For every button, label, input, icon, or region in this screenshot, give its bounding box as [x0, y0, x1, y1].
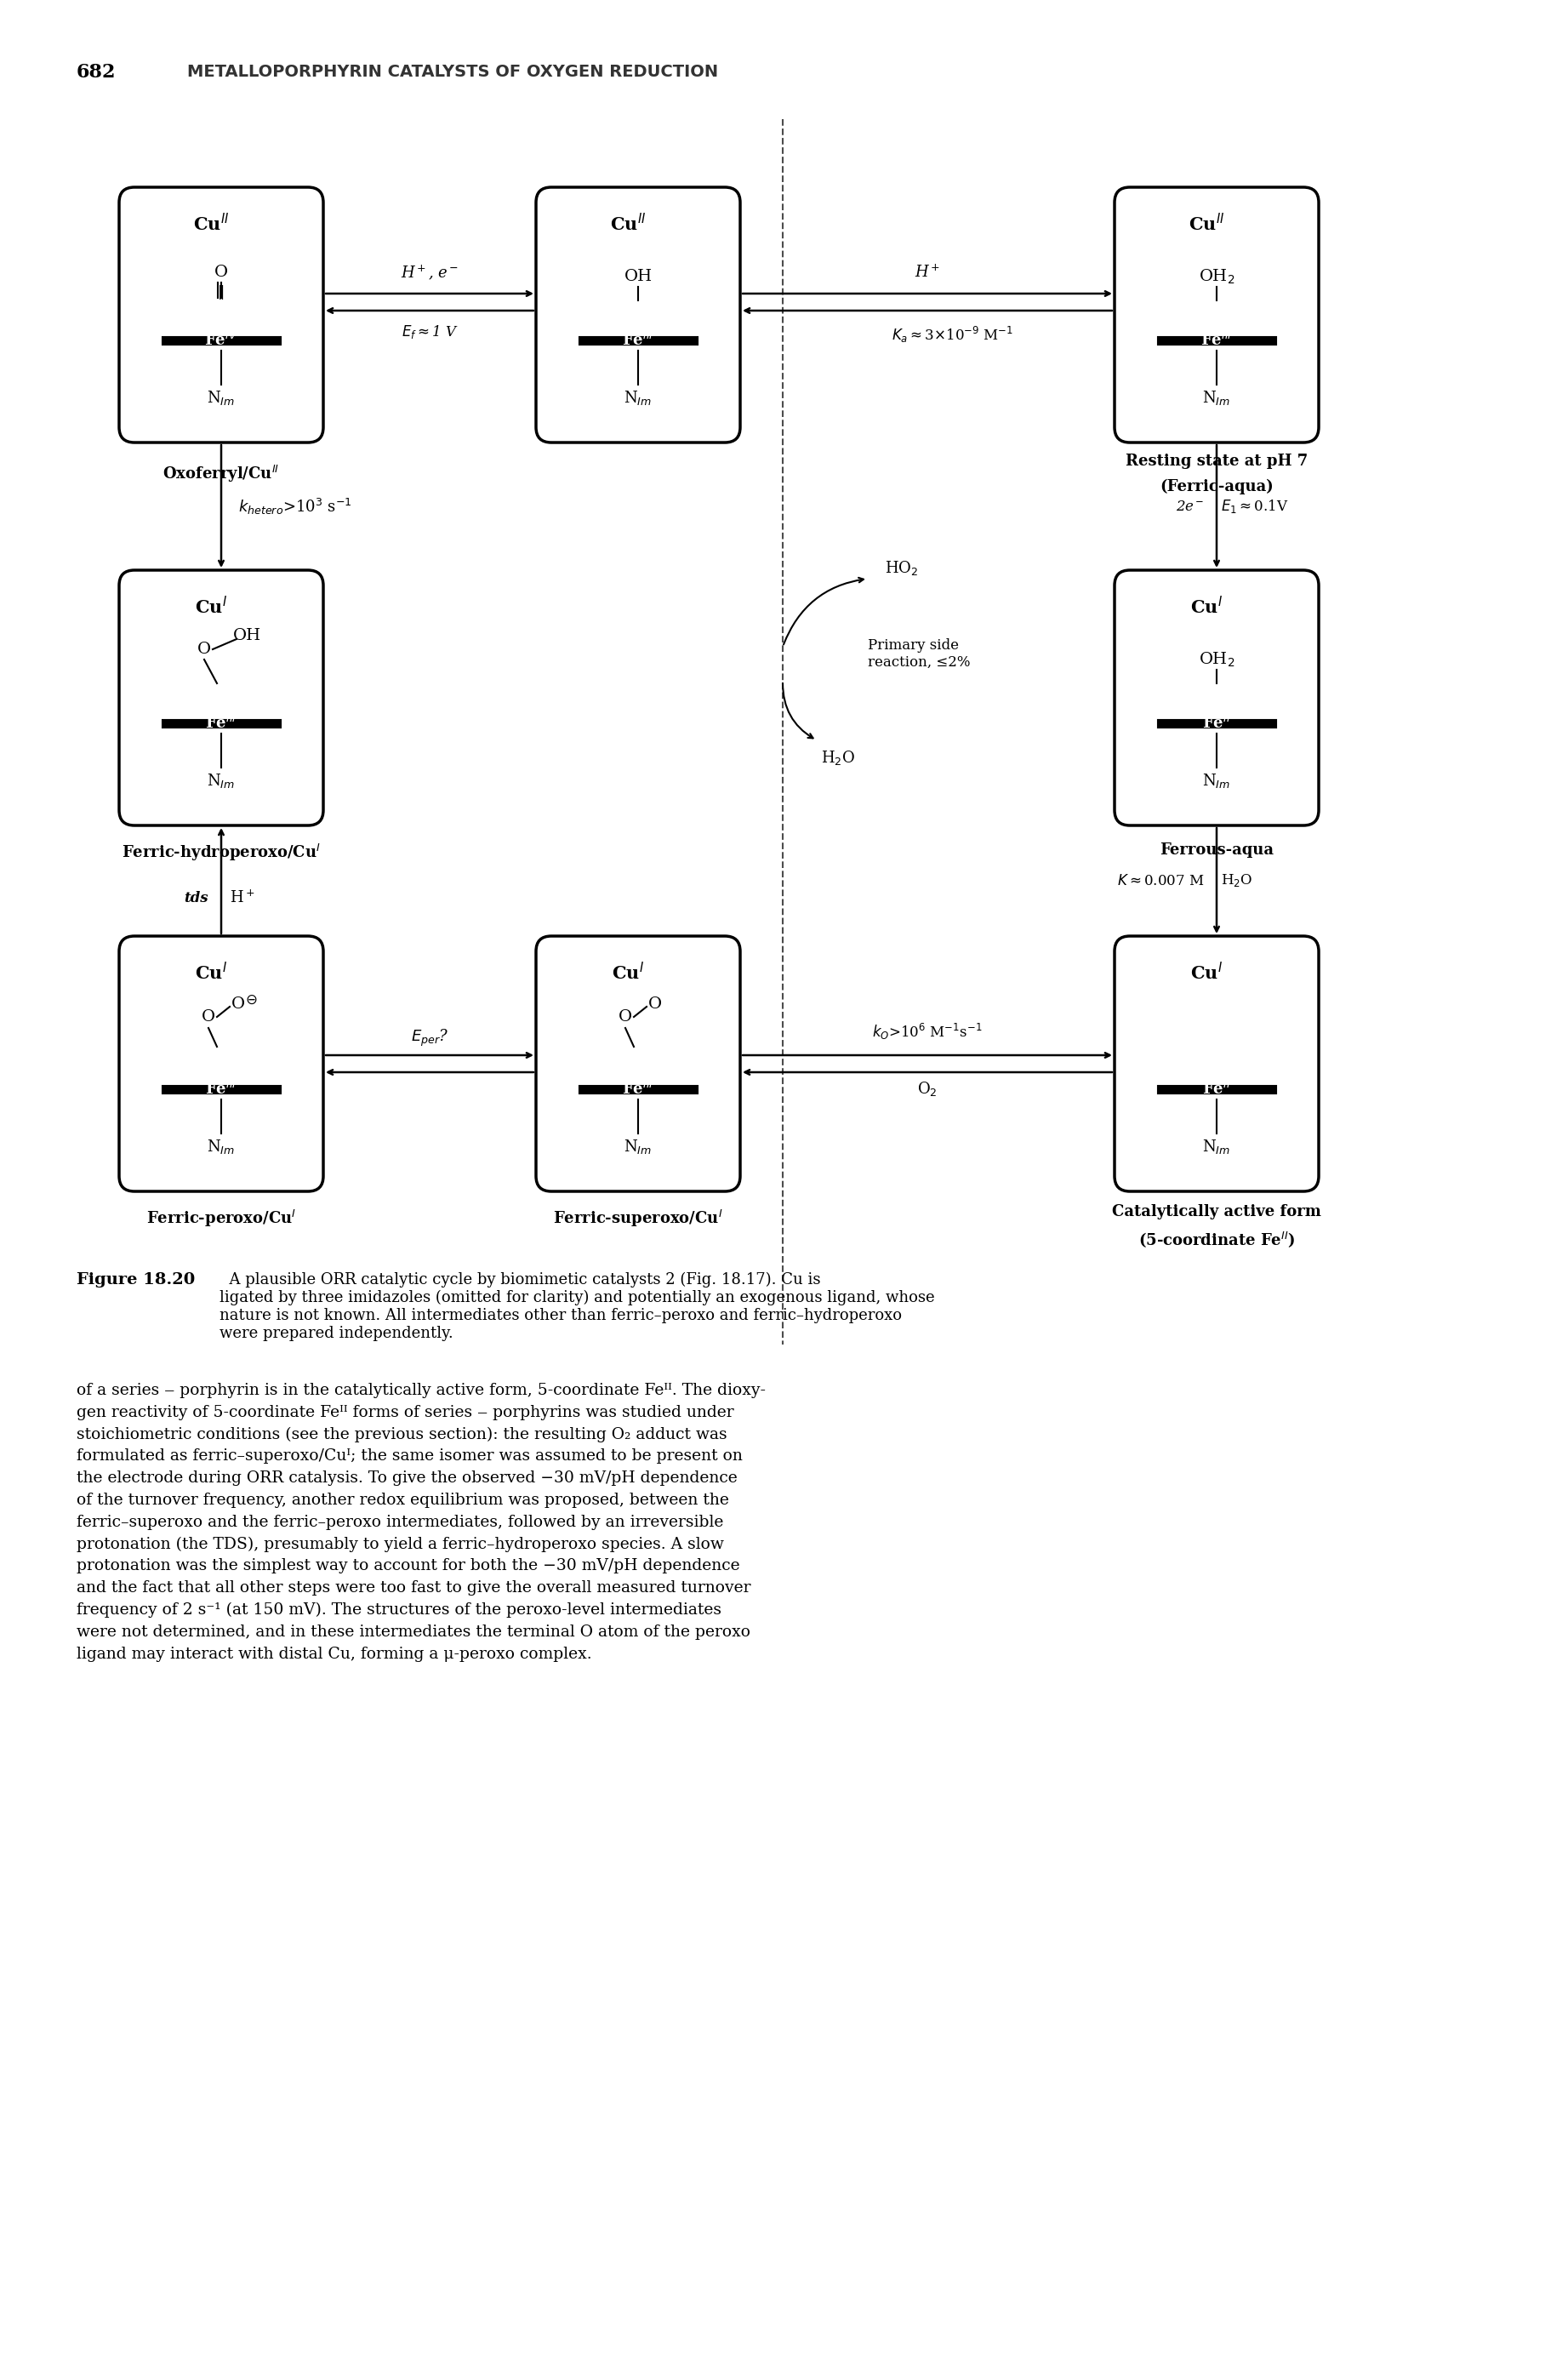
Text: OH: OH: [232, 629, 260, 643]
Text: H$_2$O: H$_2$O: [822, 749, 855, 766]
Text: OH$_2$: OH$_2$: [1198, 650, 1234, 669]
Text: Ferric-superoxo/Cu$^{I}$: Ferric-superoxo/Cu$^{I}$: [554, 1208, 723, 1229]
FancyBboxPatch shape: [1115, 187, 1319, 442]
Text: $E_1$$\approx$0.1V: $E_1$$\approx$0.1V: [1221, 499, 1289, 515]
Text: Figure 18.20: Figure 18.20: [77, 1272, 194, 1288]
Text: 682: 682: [77, 64, 116, 83]
Text: Cu$^{I}$: Cu$^{I}$: [194, 962, 227, 983]
Text: H$_2$O: H$_2$O: [1221, 872, 1253, 889]
Text: OH$_2$: OH$_2$: [1198, 267, 1234, 286]
Text: Cu$^{I}$: Cu$^{I}$: [1190, 596, 1223, 617]
Text: (Ferric-aqua): (Ferric-aqua): [1160, 480, 1273, 494]
Text: Fe$^{III}$: Fe$^{III}$: [205, 714, 237, 733]
FancyBboxPatch shape: [119, 936, 323, 1191]
Text: Fe$^{II}$: Fe$^{II}$: [1203, 1080, 1231, 1097]
Text: O: O: [232, 998, 245, 1012]
Text: $E_{per}$?: $E_{per}$?: [411, 1028, 448, 1050]
Text: Cu$^{II}$: Cu$^{II}$: [1189, 213, 1225, 234]
Text: 2e$^-$: 2e$^-$: [1176, 499, 1204, 513]
Text: Cu$^{I}$: Cu$^{I}$: [612, 962, 644, 983]
Text: Ferrous-aqua: Ferrous-aqua: [1160, 842, 1273, 858]
Text: Cu$^{I}$: Cu$^{I}$: [1190, 962, 1223, 983]
Text: $k_{hetero}$>10$^3$ s$^{-1}$: $k_{hetero}$>10$^3$ s$^{-1}$: [238, 496, 351, 515]
FancyBboxPatch shape: [1115, 936, 1319, 1191]
Text: Fe$^{IV}$: Fe$^{IV}$: [204, 331, 238, 350]
Text: H$^+$: H$^+$: [914, 265, 941, 281]
Text: HO$_2$: HO$_2$: [884, 560, 919, 577]
Text: Fe$^{III}$: Fe$^{III}$: [1201, 331, 1232, 350]
Text: $K$$\approx$0.007 M: $K$$\approx$0.007 M: [1116, 875, 1204, 889]
Text: (5-coordinate Fe$^{II}$): (5-coordinate Fe$^{II}$): [1138, 1229, 1295, 1248]
Text: Cu$^{I}$: Cu$^{I}$: [194, 596, 227, 617]
Text: Cu$^{II}$: Cu$^{II}$: [193, 213, 229, 234]
FancyBboxPatch shape: [119, 570, 323, 825]
FancyBboxPatch shape: [536, 936, 740, 1191]
Text: A plausible ORR catalytic cycle by biomimetic catalysts 2 (Fig. 18.17). Cu is
li: A plausible ORR catalytic cycle by biomi…: [220, 1272, 935, 1340]
FancyBboxPatch shape: [1115, 570, 1319, 825]
Text: H$^+$: H$^+$: [230, 889, 256, 905]
Text: METALLOPORPHYRIN CATALYSTS OF OXYGEN REDUCTION: METALLOPORPHYRIN CATALYSTS OF OXYGEN RED…: [187, 64, 718, 80]
Text: Resting state at pH 7: Resting state at pH 7: [1126, 454, 1308, 468]
Text: Oxoferryl/Cu$^{II}$: Oxoferryl/Cu$^{II}$: [163, 463, 279, 485]
Text: $K_a$$\approx$3$\times$10$^{-9}$ M$^{-1}$: $K_a$$\approx$3$\times$10$^{-9}$ M$^{-1}…: [892, 324, 1014, 345]
Text: of a series ‒ porphyrin is in the catalytically active form, 5-coordinate Feᴵᴵ. : of a series ‒ porphyrin is in the cataly…: [77, 1383, 765, 1662]
Text: $\ominus$: $\ominus$: [245, 993, 257, 1007]
Text: O$_2$: O$_2$: [917, 1080, 938, 1099]
Text: O: O: [198, 641, 212, 657]
Text: O: O: [215, 265, 227, 279]
Text: O: O: [618, 1009, 632, 1024]
Text: O: O: [648, 998, 662, 1012]
Text: $E_f$$\approx$1 V: $E_f$$\approx$1 V: [401, 324, 458, 340]
FancyBboxPatch shape: [119, 187, 323, 442]
Text: N$_{Im}$: N$_{Im}$: [1203, 388, 1231, 407]
Text: Primary side
reaction, ≤2%: Primary side reaction, ≤2%: [867, 638, 971, 669]
FancyBboxPatch shape: [536, 187, 740, 442]
Text: N$_{Im}$: N$_{Im}$: [624, 388, 652, 407]
Text: tds: tds: [183, 891, 209, 905]
Text: N$_{Im}$: N$_{Im}$: [1203, 1137, 1231, 1156]
Text: Ferric-peroxo/Cu$^{I}$: Ferric-peroxo/Cu$^{I}$: [146, 1208, 296, 1229]
Text: ‖: ‖: [218, 284, 224, 300]
Text: Catalytically active form: Catalytically active form: [1112, 1203, 1322, 1220]
Text: OH: OH: [624, 269, 652, 284]
Text: N$_{Im}$: N$_{Im}$: [207, 771, 235, 790]
Text: N$_{Im}$: N$_{Im}$: [207, 1137, 235, 1156]
Text: H$^+$, e$^-$: H$^+$, e$^-$: [401, 262, 458, 281]
Text: N$_{Im}$: N$_{Im}$: [1203, 771, 1231, 790]
Text: $k_O$>10$^6$ M$^{-1}$s$^{-1}$: $k_O$>10$^6$ M$^{-1}$s$^{-1}$: [872, 1021, 983, 1040]
Text: Fe$^{III}$: Fe$^{III}$: [622, 331, 654, 350]
Text: N$_{Im}$: N$_{Im}$: [207, 388, 235, 407]
Text: Fe$^{III}$: Fe$^{III}$: [205, 1080, 237, 1097]
Text: Fe$^{III}$: Fe$^{III}$: [622, 1080, 654, 1097]
Text: Fe$^{II}$: Fe$^{II}$: [1203, 714, 1231, 733]
Text: O: O: [202, 1009, 215, 1024]
Text: Ferric-hydroperoxo/Cu$^{I}$: Ferric-hydroperoxo/Cu$^{I}$: [122, 842, 321, 863]
Text: N$_{Im}$: N$_{Im}$: [624, 1137, 652, 1156]
Text: Cu$^{II}$: Cu$^{II}$: [610, 213, 646, 234]
